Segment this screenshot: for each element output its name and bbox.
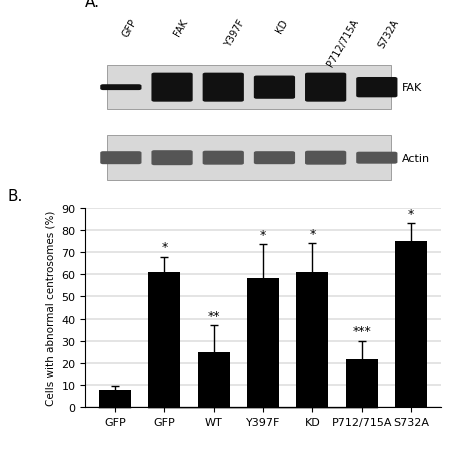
Text: A.: A. [85, 0, 100, 10]
Text: **: ** [208, 309, 220, 322]
Bar [99, 390, 131, 407]
Text: KD: KD [274, 18, 290, 35]
FancyBboxPatch shape [107, 66, 391, 110]
Text: *: * [161, 241, 167, 254]
Bar [346, 359, 378, 407]
Text: B.: B. [7, 188, 22, 203]
Text: FAK: FAK [172, 18, 190, 38]
Text: S732A: S732A [377, 18, 401, 50]
Text: ***: *** [353, 325, 371, 338]
Text: Actin: Actin [401, 153, 430, 163]
Y-axis label: Cells with abnormal centrosomes (%): Cells with abnormal centrosomes (%) [46, 210, 56, 406]
FancyBboxPatch shape [107, 136, 391, 181]
Text: *: * [260, 229, 266, 242]
Text: FAK: FAK [401, 83, 422, 93]
Text: *: * [310, 227, 316, 240]
Bar [395, 242, 427, 407]
FancyBboxPatch shape [100, 152, 141, 165]
FancyBboxPatch shape [254, 152, 295, 165]
FancyBboxPatch shape [202, 74, 244, 102]
FancyBboxPatch shape [202, 151, 244, 165]
Text: Y397F: Y397F [223, 18, 247, 49]
Text: GFP: GFP [121, 18, 139, 39]
FancyBboxPatch shape [356, 78, 397, 98]
FancyBboxPatch shape [100, 85, 141, 91]
Bar [247, 278, 279, 407]
FancyBboxPatch shape [254, 76, 295, 100]
FancyBboxPatch shape [305, 151, 346, 165]
Text: *: * [408, 207, 414, 220]
Text: P712/715A: P712/715A [326, 18, 361, 69]
Bar [296, 273, 328, 407]
FancyBboxPatch shape [356, 152, 397, 164]
Bar [198, 352, 230, 407]
FancyBboxPatch shape [305, 74, 346, 102]
FancyBboxPatch shape [151, 74, 192, 102]
FancyBboxPatch shape [151, 151, 192, 166]
Bar [148, 273, 181, 407]
